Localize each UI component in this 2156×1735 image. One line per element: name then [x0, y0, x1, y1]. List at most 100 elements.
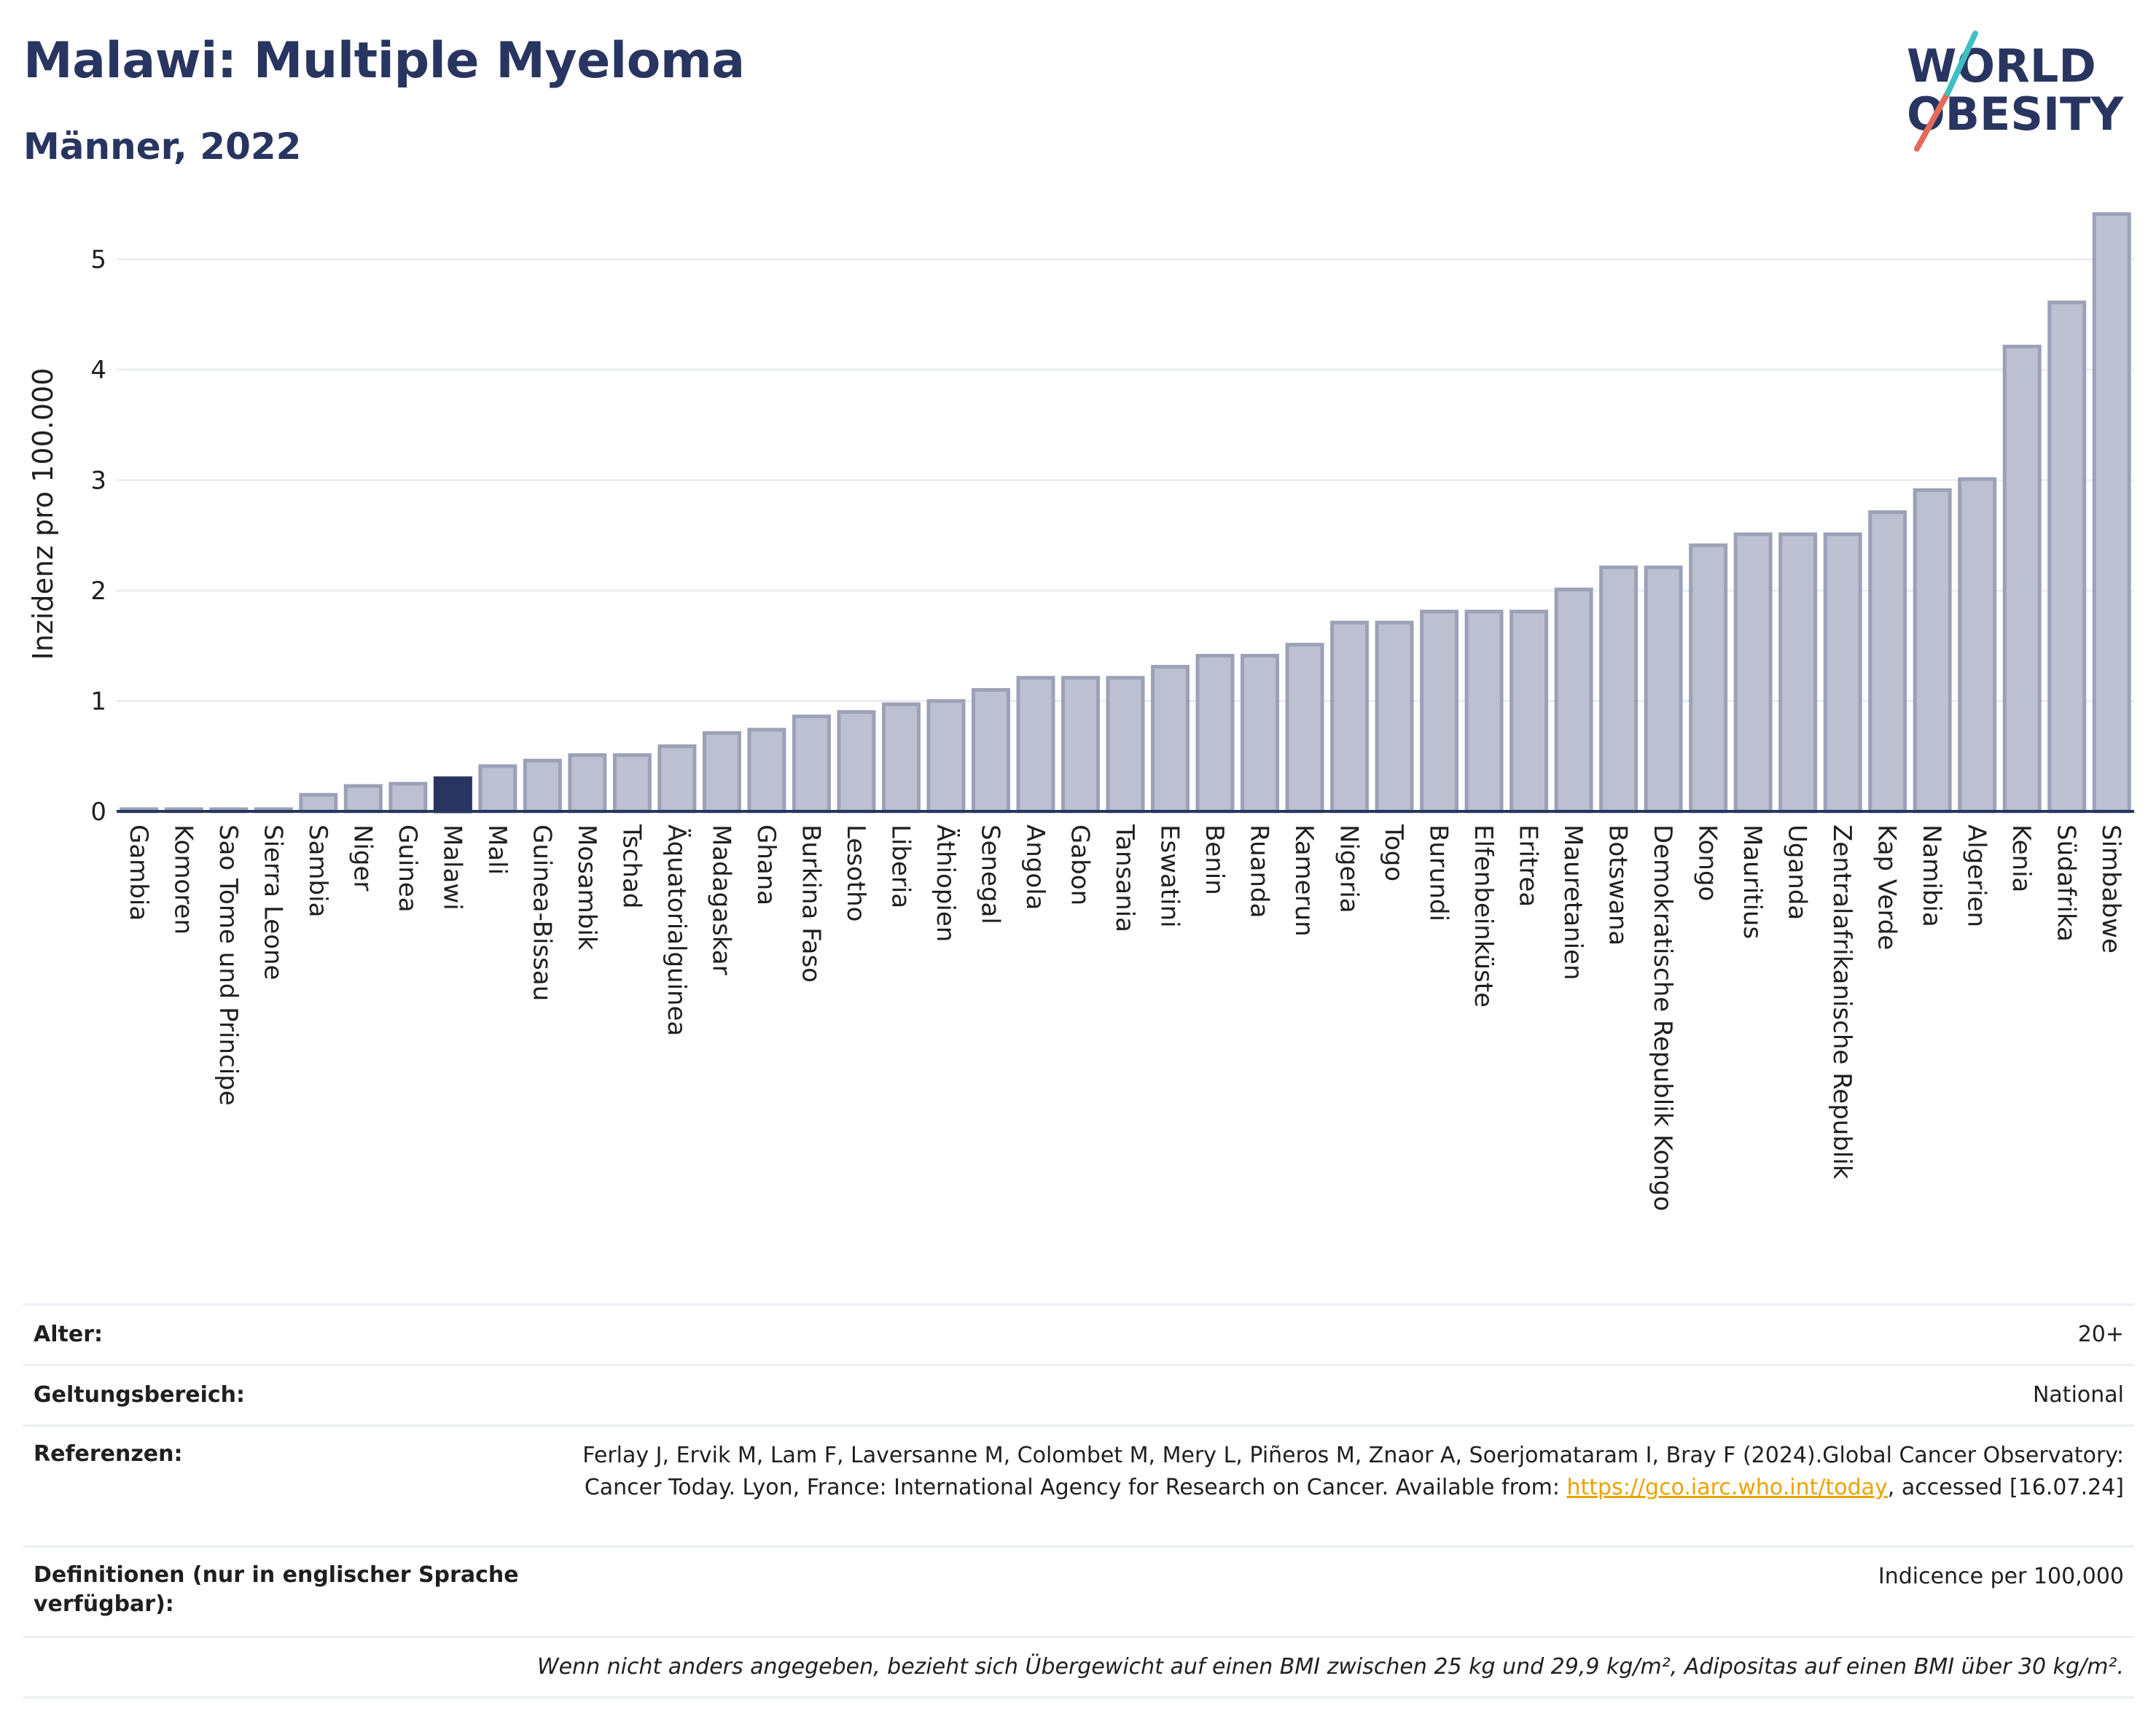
x-tick-label: Guinea — [393, 824, 422, 913]
bar — [1151, 665, 1190, 814]
bar — [1554, 588, 1593, 814]
x-tick-label: Äthiopien — [931, 824, 960, 942]
x-tick-label: Sambia — [303, 824, 332, 917]
bar — [523, 758, 562, 814]
x-tick-label: Simbabwe — [2096, 824, 2125, 954]
logo-slash-teal — [1945, 31, 1978, 96]
references-accessed: , accessed [16.07.24] — [1887, 1475, 2124, 1500]
bar — [971, 687, 1010, 814]
meta-bottom-rule — [23, 1696, 2134, 1699]
references-text: Ferlay J, Ervik M, Lam F, Laversanne M, … — [582, 1443, 2124, 1500]
x-tick-label: Elfenbeinküste — [1469, 824, 1498, 1007]
x-tick-label: Mauritius — [1738, 824, 1767, 939]
bar — [1016, 676, 1055, 814]
x-tick-label: Demokratische Republik Kongo — [1648, 824, 1677, 1211]
bar — [1733, 532, 1773, 814]
bar — [2092, 212, 2131, 814]
y-tick-label: 1 — [90, 687, 106, 717]
meta-key-references: Referenzen: — [34, 1441, 183, 1467]
x-tick-label: Burkina Faso — [796, 824, 825, 983]
bar — [1509, 609, 1549, 814]
meta-value-age: 20+ — [2077, 1322, 2124, 1347]
x-tick-label: Mali — [483, 824, 512, 875]
x-tick-label: Angola — [1020, 824, 1050, 910]
bar — [657, 744, 697, 814]
meta-row-definitions: Definitionen (nur in englischer Sprache … — [23, 1545, 2134, 1636]
y-tick-label: 5 — [90, 246, 106, 275]
bar — [1958, 477, 1997, 814]
bar — [837, 710, 876, 814]
x-tick-label: Ruanda — [1245, 824, 1274, 918]
x-tick-label: Madagaskar — [706, 824, 735, 975]
meta-key-age: Alter: — [34, 1322, 103, 1347]
bar — [478, 764, 517, 814]
logo-slash-red — [1914, 90, 1950, 152]
meta-key-definitions: Definitionen (nur in englischer Sprache … — [34, 1562, 519, 1617]
x-tick-label: Ghana — [751, 824, 781, 905]
x-tick-label: Kongo — [1693, 824, 1722, 901]
bmi-note: Wenn nicht anders angegeben, bezieht sic… — [536, 1654, 2124, 1680]
bar — [881, 702, 921, 814]
x-tick-label: Zentralafrikanische Republik — [1827, 824, 1856, 1180]
bar — [792, 714, 831, 814]
meta-value-scope: National — [2032, 1382, 2124, 1408]
meta-key-scope: Geltungsbereich: — [34, 1382, 246, 1408]
bar — [1644, 565, 1683, 814]
bar — [612, 753, 652, 814]
bar — [747, 728, 786, 814]
x-tick-label: Kenia — [2007, 824, 2036, 892]
x-tick-label: Namibia — [1917, 824, 1946, 927]
bar — [388, 781, 428, 814]
x-tick-label: Kap Verde — [1872, 824, 1902, 950]
x-tick-label: Eswatini — [1155, 824, 1184, 928]
references-link[interactable]: https://gco.iarc.who.int/today — [1566, 1475, 1888, 1500]
x-tick-label: Sao Tome und Principe — [214, 824, 243, 1106]
x-tick-label: Südafrika — [2052, 824, 2081, 942]
x-tick-label: Kamerun — [1289, 824, 1319, 937]
bar — [1823, 532, 1862, 814]
x-tick-label: Senegal — [975, 824, 1004, 924]
x-tick-label: Burundi — [1424, 824, 1453, 921]
x-tick-label: Benin — [1200, 824, 1229, 895]
x-tick-label: Sierra Leone — [258, 824, 287, 980]
x-tick-label: Guinea-Bissau — [527, 824, 556, 1001]
x-tick-label: Tansania — [1110, 824, 1139, 932]
bar — [343, 784, 383, 814]
bar — [1913, 488, 1952, 814]
bar — [1599, 565, 1639, 814]
bar — [1420, 609, 1459, 814]
y-tick-label: 4 — [90, 356, 106, 385]
meta-row-references: Referenzen: Ferlay J, Ervik M, Lam F, La… — [23, 1424, 2134, 1545]
x-tick-label: Eritrea — [1514, 824, 1543, 907]
bar — [299, 792, 338, 814]
x-tick-label: Niger — [348, 824, 377, 891]
metadata-table: Alter: 20+ Geltungsbereich: National Ref… — [23, 1303, 2134, 1699]
world-obesity-logo: WORLD OBESITY — [1907, 31, 2124, 152]
bar — [1195, 653, 1235, 814]
bar — [1464, 609, 1504, 814]
bar — [2047, 300, 2087, 814]
x-tick-label: Botswana — [1604, 824, 1633, 946]
bar — [1330, 620, 1370, 814]
bar — [568, 753, 607, 814]
y-tick-label: 0 — [90, 798, 106, 827]
x-tick-label: Togo — [1379, 824, 1408, 881]
x-tick-label: Uganda — [1783, 824, 1812, 920]
meta-row-age: Alter: 20+ — [23, 1303, 2134, 1364]
logo-line1: WORLD — [1907, 39, 2096, 93]
x-tick-label: Malawi — [437, 824, 466, 911]
bar — [1778, 532, 1818, 814]
x-labels-layer: Gambia Komoren Sao Tome und Principe Sierra… — [124, 824, 2125, 1211]
meta-value-definitions: Indicence per 100,000 — [1878, 1564, 2124, 1589]
bar — [1241, 653, 1280, 814]
bars-layer — [117, 212, 2134, 814]
x-tick-label: Tschad — [617, 824, 646, 909]
bar — [702, 730, 741, 814]
bar — [1106, 676, 1145, 814]
meta-row-note: Wenn nicht anders angegeben, bezieht sic… — [23, 1636, 2134, 1696]
bar — [1689, 543, 1728, 814]
bar — [1061, 676, 1100, 814]
x-tick-label: Äquatorialguinea — [662, 824, 691, 1036]
x-tick-label: Liberia — [886, 824, 915, 908]
x-tick-label: Lesotho — [841, 824, 870, 921]
